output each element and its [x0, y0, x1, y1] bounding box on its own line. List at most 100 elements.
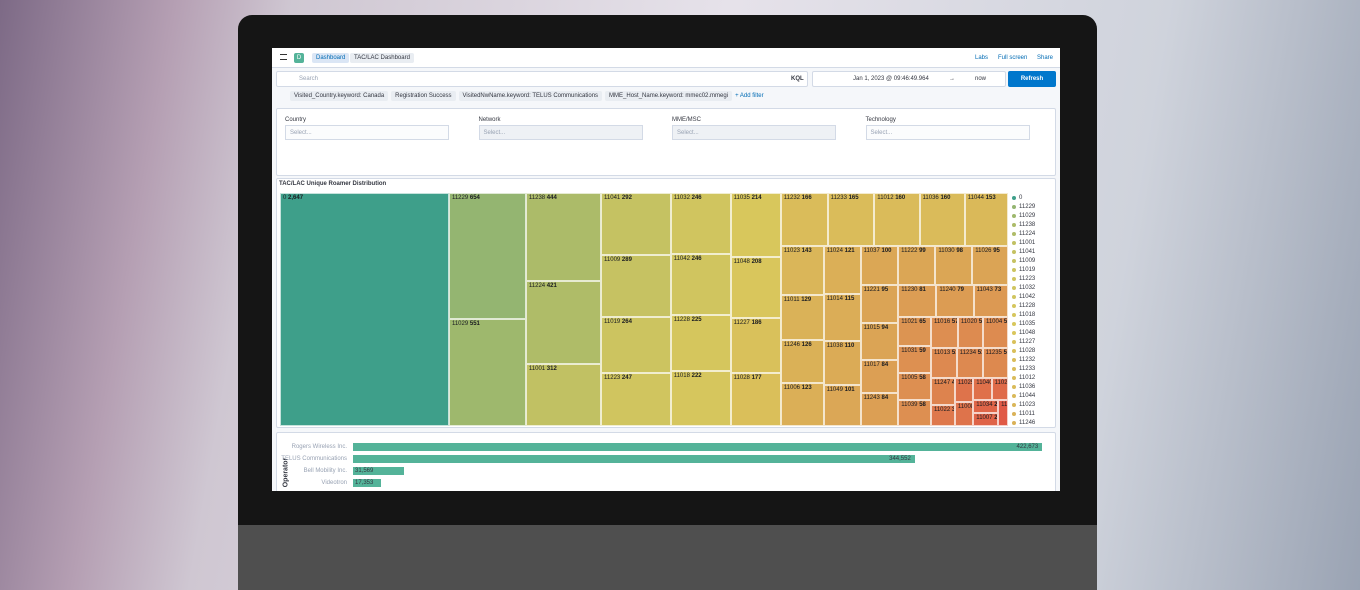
legend-label[interactable]: 11029: [1019, 213, 1036, 219]
legend-label[interactable]: 11035: [1019, 321, 1036, 327]
treemap-cell[interactable]: 11013 51: [930, 348, 957, 378]
treemap-cell[interactable]: 11007 21: [973, 413, 999, 426]
legend-label[interactable]: 11238: [1019, 222, 1036, 228]
treemap-cell[interactable]: 11020 53: [957, 316, 983, 349]
treemap-cell[interactable]: 11247 44: [930, 377, 955, 405]
treemap-cell[interactable]: 11019 264: [601, 316, 671, 374]
legend-label[interactable]: 11032: [1019, 285, 1036, 291]
treemap-cell[interactable]: 11243 84: [860, 392, 899, 426]
treemap-cell[interactable]: 11023 143: [780, 245, 824, 296]
refresh-button[interactable]: Refresh: [1008, 71, 1056, 87]
menu-button[interactable]: [280, 54, 287, 60]
treemap-cell[interactable]: 11039 58: [898, 399, 931, 426]
treemap-cell[interactable]: 11230 81: [898, 285, 937, 317]
treemap-cell[interactable]: 11004 53: [982, 316, 1008, 349]
start-date[interactable]: Jan 1, 2023 @ 09:46:49.964: [853, 76, 929, 82]
legend-label[interactable]: 11229: [1019, 204, 1036, 210]
legend-label[interactable]: 11223: [1019, 276, 1036, 282]
legend-label[interactable]: 11228: [1019, 303, 1036, 309]
control-select[interactable]: Select...: [672, 125, 836, 140]
treemap-cell[interactable]: 11041 292: [601, 193, 671, 256]
legend-label[interactable]: 11019: [1019, 267, 1036, 273]
treemap-cell[interactable]: 11224 421: [525, 280, 601, 365]
space-logo[interactable]: D: [294, 53, 304, 63]
legend-label[interactable]: 11224: [1019, 231, 1036, 237]
treemap-cell[interactable]: 11233 165: [827, 193, 875, 246]
treemap-cell[interactable]: 11014 115: [823, 294, 861, 341]
legend-label[interactable]: 11042: [1019, 294, 1036, 300]
breadcrumb[interactable]: Dashboard: [312, 53, 350, 63]
filter-pill[interactable]: VisitedNwName.keyword: TELUS Communicati…: [458, 91, 603, 101]
treemap-cell[interactable]: 11043 73: [973, 285, 1008, 317]
legend-label[interactable]: 0: [1019, 195, 1023, 201]
treemap-cell[interactable]: 11022 34: [930, 404, 955, 426]
treemap-cell[interactable]: 11221 95: [860, 285, 899, 323]
treemap-cell[interactable]: 11052 17: [998, 400, 1008, 426]
treemap-cell[interactable]: 11015 94: [860, 322, 899, 360]
treemap-cell[interactable]: 11021 65: [898, 316, 931, 347]
legend-label[interactable]: 11023: [1019, 402, 1036, 408]
control-select[interactable]: Select...: [285, 125, 449, 140]
treemap-cell[interactable]: 11222 99: [898, 245, 936, 286]
treemap-cell[interactable]: 11227 186: [730, 318, 781, 374]
treemap-cell[interactable]: 11223 247: [601, 373, 671, 426]
treemap-cell[interactable]: 11027 25: [991, 377, 1008, 401]
treemap-cell[interactable]: 11029 551: [448, 319, 526, 426]
treemap-cell[interactable]: 11034 22: [973, 400, 999, 414]
legend-label[interactable]: 11018: [1019, 312, 1036, 318]
filter-pill[interactable]: MME_Host_Name.keyword: mmec02.mmegi: [605, 91, 733, 101]
share-link[interactable]: Share: [1037, 55, 1054, 61]
treemap-cell[interactable]: 11016 57: [930, 316, 958, 349]
treemap-cell[interactable]: 11032 246: [670, 193, 731, 255]
treemap-cell[interactable]: 11232 166: [780, 193, 828, 246]
treemap-cell[interactable]: 11040 28: [973, 377, 992, 401]
end-date[interactable]: now: [975, 76, 987, 82]
legend-label[interactable]: 11048: [1019, 330, 1036, 336]
legend-label[interactable]: 11036: [1019, 384, 1036, 390]
treemap-cell[interactable]: 11044 153: [964, 193, 1008, 246]
legend-label[interactable]: 11009: [1019, 258, 1036, 264]
treemap-cell[interactable]: 11228 225: [670, 315, 731, 371]
treemap-cell[interactable]: 11229 654: [448, 193, 526, 320]
treemap-cell[interactable]: 11006 123: [780, 383, 824, 426]
control-select[interactable]: Select...: [478, 125, 643, 140]
treemap-cell[interactable]: 11030 98: [935, 245, 973, 286]
treemap-cell[interactable]: 11017 84: [860, 359, 899, 393]
treemap-cell[interactable]: 11240 79: [936, 285, 974, 317]
search-bar[interactable]: Search KQL: [276, 71, 808, 87]
legend-label[interactable]: 11232: [1019, 357, 1036, 363]
kql-toggle[interactable]: KQL: [791, 76, 804, 82]
bar[interactable]: [353, 443, 1043, 451]
treemap-cell[interactable]: 11018 222: [670, 370, 731, 426]
treemap-cell[interactable]: 11036 160: [919, 193, 965, 246]
legend-label[interactable]: 11012: [1019, 375, 1036, 381]
labs-link[interactable]: Labs: [975, 55, 989, 61]
treemap-cell[interactable]: 11234 51: [956, 348, 983, 378]
treemap-cell[interactable]: 11049 101: [823, 385, 861, 426]
legend-label[interactable]: 11028: [1019, 348, 1036, 354]
legend-label[interactable]: 11233: [1019, 366, 1036, 372]
treemap-cell[interactable]: 11001 312: [525, 364, 601, 426]
filter-pill[interactable]: Visited_Country.keyword: Canada: [290, 91, 389, 101]
legend-label[interactable]: 11041: [1019, 249, 1036, 255]
treemap-cell[interactable]: 11008 30: [954, 401, 974, 426]
bar[interactable]: [353, 455, 915, 463]
treemap-cell[interactable]: 11238 444: [525, 193, 601, 281]
treemap-cell[interactable]: 11011 129: [780, 295, 824, 340]
treemap-cell[interactable]: 11005 58: [898, 373, 931, 400]
treemap-cell[interactable]: 0 2,647: [280, 193, 449, 426]
add-filter[interactable]: + Add filter: [735, 93, 764, 99]
bar[interactable]: [353, 479, 382, 487]
treemap-cell[interactable]: 11012 160: [874, 193, 920, 246]
filter-pill[interactable]: Registration Success: [391, 91, 456, 101]
legend-label[interactable]: 11246: [1019, 420, 1036, 426]
legend-label[interactable]: 11227: [1019, 339, 1036, 345]
treemap-cell[interactable]: 11042 246: [670, 254, 731, 316]
legend-label[interactable]: 11011: [1019, 411, 1035, 417]
treemap-cell[interactable]: 11024 121: [823, 245, 861, 295]
treemap-cell[interactable]: 11037 100: [860, 245, 899, 286]
bar[interactable]: [353, 467, 405, 475]
treemap-cell[interactable]: 11235 50: [982, 348, 1008, 378]
treemap-cell[interactable]: 11035 214: [730, 193, 781, 257]
control-select[interactable]: Select...: [865, 125, 1030, 140]
